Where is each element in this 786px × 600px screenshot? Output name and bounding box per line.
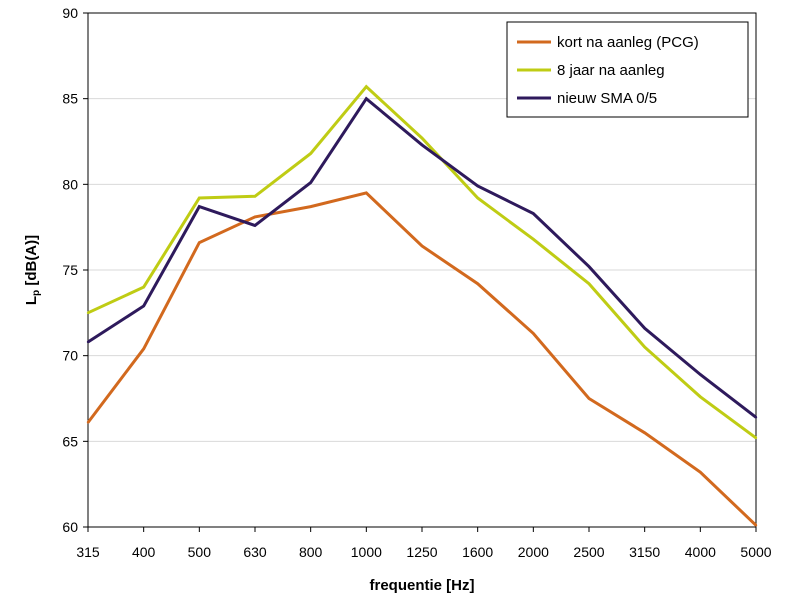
data-point [198, 196, 201, 200]
data-point [699, 373, 702, 376]
data-point [309, 205, 312, 208]
data-point [142, 285, 145, 289]
x-tick-label: 1600 [462, 544, 493, 560]
data-point [699, 395, 702, 398]
data-point [532, 332, 535, 335]
y-axis-title: Lp [dB(A)] [23, 235, 42, 305]
data-point [253, 215, 257, 219]
data-point [365, 97, 368, 100]
data-point [365, 85, 368, 88]
series-line-3 [87, 96, 757, 419]
data-point [754, 524, 758, 527]
x-tick-label: 1250 [406, 544, 437, 560]
y-tick-label: 85 [62, 91, 78, 107]
legend-items: kort na aanleg (PCG) 8 jaar na aanleg nieu… [517, 34, 699, 107]
x-tick-label: 630 [243, 544, 267, 560]
x-tick-label: 3150 [629, 544, 660, 560]
data-point [532, 212, 535, 215]
data-point [309, 152, 312, 155]
x-tick-label: 800 [299, 544, 323, 560]
y-tick-label: 65 [62, 433, 78, 449]
data-point [420, 136, 424, 140]
data-point [476, 184, 479, 188]
data-point [86, 311, 90, 315]
data-point [587, 265, 591, 268]
legend-label-2: 8 jaar na aanleg [557, 62, 665, 79]
series-line-1 [86, 191, 758, 527]
y-tick-label: 90 [62, 5, 78, 21]
data-point [86, 340, 90, 344]
data-point [309, 181, 312, 184]
x-axis-ticks: 315 400 500 630 800 1000 1250 1600 2000 2500 3150 4… [76, 527, 772, 560]
data-point [699, 470, 702, 474]
data-point [476, 282, 479, 285]
data-point [365, 191, 368, 195]
legend-label-1: kort na aanleg (PCG) [557, 34, 699, 51]
data-point [643, 345, 646, 349]
x-tick-label: 2000 [518, 544, 549, 560]
y-tick-label: 80 [62, 176, 78, 192]
data-point [643, 327, 646, 330]
data-point [476, 196, 479, 200]
y-tick-label: 75 [62, 262, 78, 278]
data-point [587, 397, 591, 400]
x-tick-label: 1000 [351, 544, 382, 560]
y-tick-label: 60 [62, 519, 78, 535]
data-point [86, 421, 90, 424]
data-point [198, 205, 201, 208]
data-point [420, 244, 424, 248]
data-point [754, 436, 758, 440]
data-point [142, 347, 145, 351]
data-point [643, 431, 646, 434]
data-point [420, 143, 424, 147]
x-tick-label: 2500 [573, 544, 604, 560]
data-point [587, 282, 591, 285]
y-tick-label: 70 [62, 348, 78, 364]
series-lines [86, 84, 758, 527]
data-point [253, 195, 257, 198]
data-point [532, 237, 535, 241]
x-axis-title: frequentie [Hz] [370, 577, 475, 594]
x-tick-label: 400 [132, 544, 156, 560]
x-tick-label: 500 [188, 544, 212, 560]
legend: kort na aanleg (PCG) 8 jaar na aanleg nieu… [506, 21, 749, 118]
x-tick-label: 5000 [740, 544, 771, 560]
x-tick-label: 315 [76, 544, 100, 560]
y-axis-ticks: 60 65 70 75 80 85 90 [62, 5, 88, 535]
data-point [754, 416, 758, 419]
gridlines [88, 98, 756, 442]
x-tick-label: 4000 [685, 544, 716, 560]
data-point [253, 224, 257, 227]
data-point [142, 304, 145, 308]
data-point [198, 241, 201, 244]
legend-box [506, 21, 749, 118]
legend-label-3: nieuw SMA 0/5 [557, 90, 657, 107]
